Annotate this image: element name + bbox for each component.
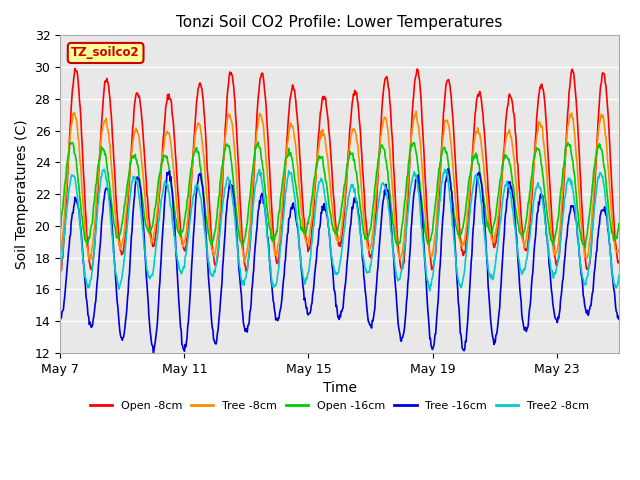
Open -8cm [374, 174, 382, 180]
Tree -16cm [509, 192, 516, 198]
Legend: Open -8cm, Tree -8cm, Open -16cm, Tree -16cm, Tree2 -8cm: Open -8cm, Tree -8cm, Open -16cm, Tree -… [85, 396, 594, 416]
Line: Tree -8cm: Tree -8cm [60, 111, 619, 262]
Tree -16cm [374, 269, 381, 275]
Tree -8cm [260, 132, 268, 137]
Tree2 -8cm [373, 215, 381, 221]
Tree -8cm [374, 177, 381, 182]
Text: TZ_soilco2: TZ_soilco2 [71, 47, 140, 60]
Tree2 -8cm [56, 269, 64, 275]
Tree -16cm [290, 205, 298, 211]
Open -16cm [290, 168, 298, 174]
Open -16cm [581, 245, 589, 251]
Tree -8cm [56, 252, 64, 258]
Open -8cm [615, 259, 623, 264]
Tree -8cm [290, 130, 298, 136]
Y-axis label: Soil Temperatures (C): Soil Temperatures (C) [15, 120, 29, 269]
Line: Tree -16cm: Tree -16cm [60, 169, 619, 354]
Open -8cm [56, 265, 64, 271]
Tree -8cm [188, 170, 195, 176]
Tree -16cm [150, 351, 157, 357]
Tree -8cm [241, 259, 248, 264]
Line: Tree2 -8cm: Tree2 -8cm [60, 169, 619, 291]
Open -16cm [508, 175, 516, 181]
Title: Tonzi Soil CO2 Profile: Lower Temperatures: Tonzi Soil CO2 Profile: Lower Temperatur… [177, 15, 502, 30]
Open -16cm [76, 198, 84, 204]
Open -16cm [260, 179, 268, 184]
Open -16cm [615, 221, 623, 227]
Tree2 -8cm [615, 273, 623, 278]
Tree2 -8cm [76, 222, 84, 228]
Tree2 -8cm [188, 204, 195, 210]
Tree -8cm [615, 247, 623, 253]
Open -8cm [71, 65, 79, 71]
Tree2 -8cm [441, 167, 449, 172]
X-axis label: Time: Time [323, 381, 356, 396]
Tree -8cm [76, 161, 84, 167]
Tree -16cm [444, 166, 452, 172]
Open -8cm [77, 115, 84, 121]
Tree2 -8cm [260, 190, 268, 195]
Line: Open -16cm: Open -16cm [60, 142, 619, 248]
Tree -8cm [509, 144, 516, 150]
Tree2 -8cm [426, 288, 434, 294]
Tree2 -8cm [509, 206, 516, 212]
Tree -16cm [56, 314, 64, 320]
Tree -16cm [615, 316, 623, 322]
Open -8cm [291, 87, 298, 93]
Open -8cm [261, 89, 269, 95]
Open -16cm [374, 166, 381, 171]
Open -16cm [255, 139, 262, 145]
Open -8cm [509, 102, 516, 108]
Tree -16cm [188, 254, 196, 260]
Line: Open -8cm: Open -8cm [60, 68, 619, 271]
Tree -16cm [260, 198, 268, 204]
Open -16cm [188, 164, 195, 170]
Open -16cm [56, 226, 64, 232]
Tree2 -8cm [289, 183, 297, 189]
Tree -8cm [412, 108, 420, 114]
Open -8cm [242, 268, 250, 274]
Open -8cm [188, 165, 196, 170]
Tree -16cm [76, 222, 84, 228]
